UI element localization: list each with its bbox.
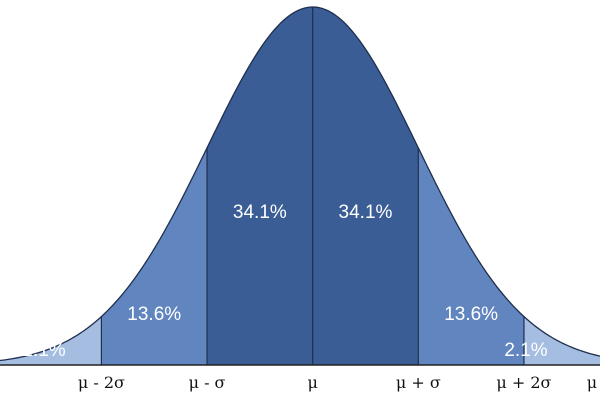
region-percentage-label: 13.6% <box>127 304 181 325</box>
percentage-labels: 2.1% 13.6% 34.1% 34.1% 13.6% 2.1% <box>22 202 547 361</box>
region-6 <box>523 316 600 365</box>
tick-label: μ + σ <box>396 373 441 392</box>
region-percentage-label: 13.6% <box>444 304 498 325</box>
region-1 <box>0 316 102 365</box>
region-percentage-label: 34.1% <box>233 202 287 223</box>
sigma-dividers <box>100 7 525 365</box>
region-percentage-label: 2.1% <box>22 340 65 361</box>
region-percentage-label: 2.1% <box>504 340 547 361</box>
tick-label: μ <box>307 373 317 392</box>
tick-label: μ + 2σ <box>496 373 551 392</box>
tick-label: μ <box>587 373 597 392</box>
x-axis-ticks: μ - 2σ μ - σ μ μ + σ μ + 2σ μ <box>78 373 597 392</box>
region-percentage-label: 34.1% <box>339 202 393 223</box>
curve-regions <box>0 7 600 365</box>
region-4 <box>312 7 419 365</box>
bell-curve-outline <box>0 6 600 362</box>
tick-label: μ - σ <box>189 373 226 392</box>
region-3 <box>207 7 313 365</box>
tick-label: μ - 2σ <box>78 373 125 392</box>
